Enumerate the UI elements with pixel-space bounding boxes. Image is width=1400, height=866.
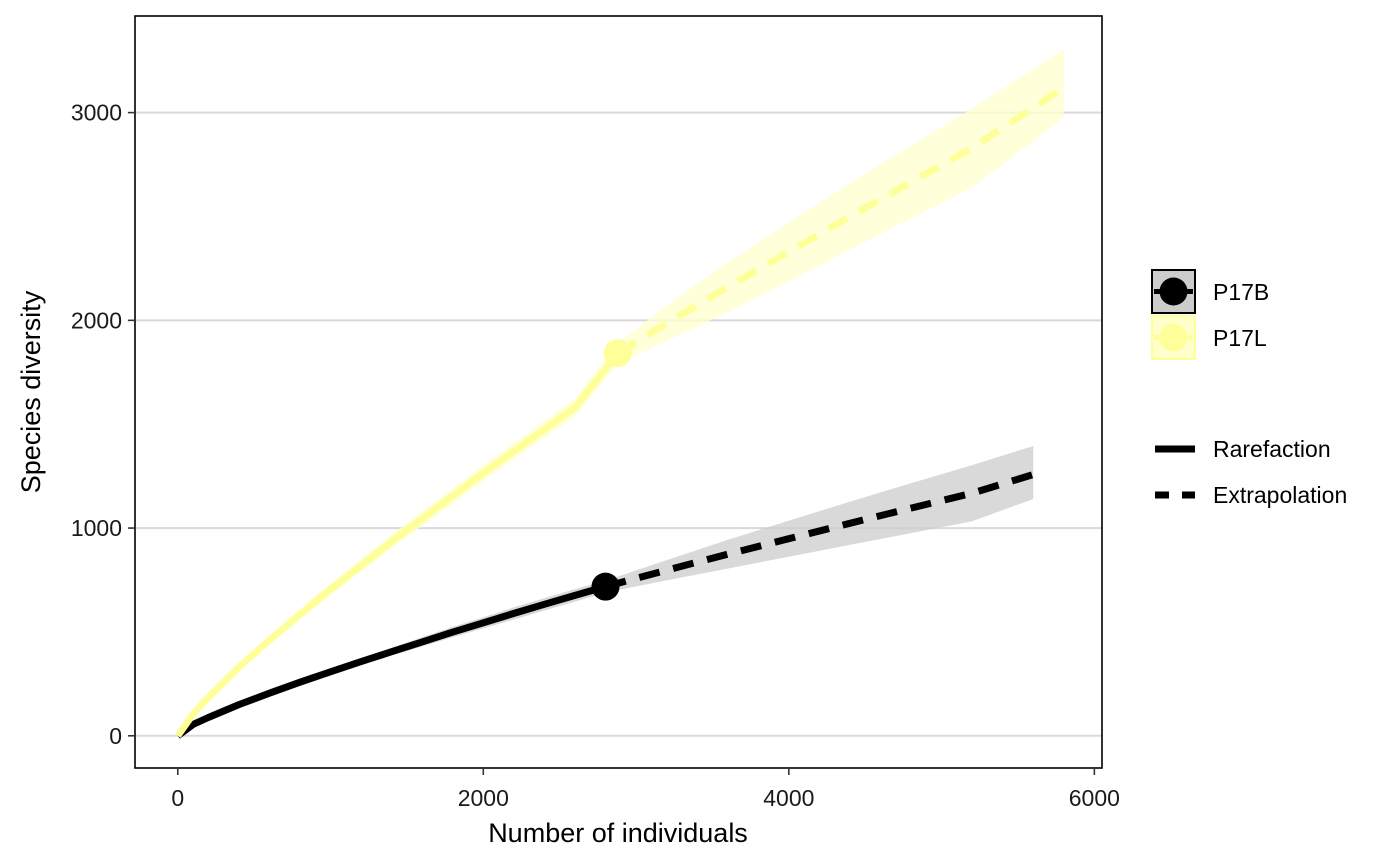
- rarefaction-legend-label: Rarefaction: [1213, 436, 1331, 462]
- p17b-legend-label: P17B: [1213, 279, 1269, 305]
- y-tick-label: 2000: [71, 307, 122, 333]
- x-tick-label: 0: [171, 785, 184, 811]
- p17l-extrapolation-line: [615, 84, 1066, 357]
- extrapolation-legend-label: Extrapolation: [1213, 482, 1347, 508]
- y-axis-ticks: 0 1000 2000 3000: [71, 100, 135, 749]
- x-axis-ticks: 0 2000 4000 6000: [171, 768, 1120, 811]
- legend: P17B P17L Rarefaction Extrapolation: [1151, 269, 1347, 508]
- x-tick-label: 6000: [1069, 785, 1120, 811]
- p17b-rarefaction-line: [175, 583, 607, 739]
- y-axis-title: Species diversity: [16, 290, 46, 493]
- observed-points: [591, 339, 632, 601]
- p17l-observed-point: [603, 339, 632, 368]
- p17b-observed-point: [591, 572, 620, 601]
- p17l-legend-label: P17L: [1213, 325, 1267, 351]
- series-lines: [174, 84, 1066, 739]
- y-tick-label: 0: [109, 723, 122, 749]
- grid-lines: [135, 111, 1102, 737]
- p17l-legend-point: [1159, 323, 1188, 352]
- y-tick-label: 1000: [71, 515, 122, 541]
- plot-panel-border: [134, 15, 1103, 769]
- y-tick-label: 3000: [71, 100, 122, 126]
- confidence-bands: [177, 49, 1064, 736]
- x-tick-label: 4000: [763, 785, 814, 811]
- x-tick-label: 2000: [458, 785, 509, 811]
- p17b-extrapolation-line: [604, 471, 1035, 590]
- p17l-confidence-band: [177, 49, 1064, 736]
- p17l-rarefaction-line: [174, 351, 621, 738]
- p17b-legend-point: [1159, 277, 1188, 306]
- x-axis-title: Number of individuals: [488, 818, 748, 848]
